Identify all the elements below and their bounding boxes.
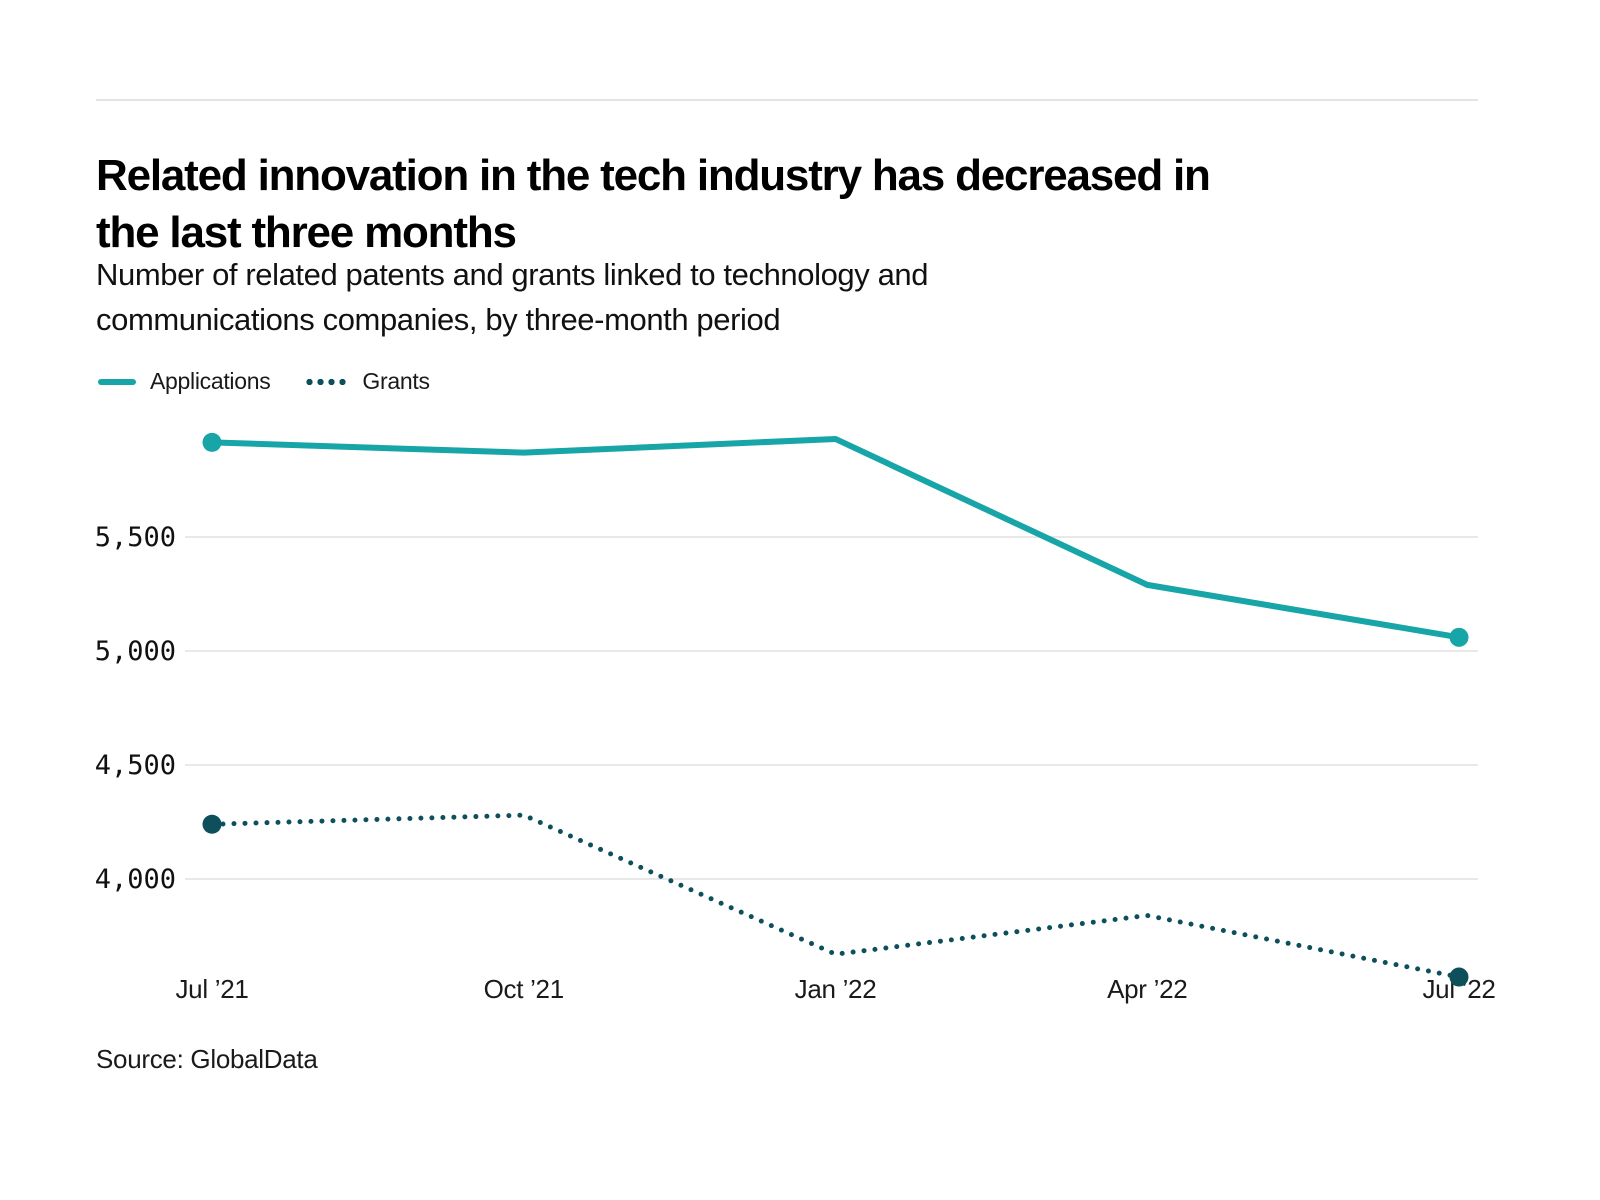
- legend-item-applications: Applications: [98, 368, 271, 395]
- applications-endpoint-dot: [1449, 627, 1469, 647]
- x-axis-tick-label: Apr ’22: [1107, 974, 1187, 1004]
- y-axis-tick-label: 4,500: [95, 750, 176, 781]
- page-subtitle-line-2: communications companies, by three-month…: [96, 302, 781, 337]
- chart-legend: Applications Grants: [98, 368, 430, 395]
- applications-endpoint-dot: [202, 432, 222, 452]
- line-chart: 5,500 5,000 4,500 4,000 Jul ’21 Oct ’21 Jan ’2…: [95, 432, 1496, 1004]
- x-axis-tick-label: Oct ’21: [484, 974, 564, 1004]
- page-subtitle: Number of related patents and grants lin…: [96, 252, 1496, 342]
- source-note: Source: GlobalData: [96, 1044, 318, 1074]
- y-axis-tick-label: 4,000: [95, 864, 176, 895]
- x-axis-tick-label: Jul ’21: [175, 974, 248, 1004]
- grants-dotted-line-swatch-icon: [304, 378, 349, 385]
- top-rule: [96, 99, 1478, 101]
- grants-line: [209, 812, 1462, 980]
- page-title: Related innovation in the tech industry …: [96, 147, 1496, 261]
- page-title-line-1: Related innovation in the tech industry …: [96, 151, 1211, 201]
- y-axis-tick-label: 5,500: [95, 522, 176, 553]
- legend-label-applications: Applications: [150, 368, 271, 394]
- legend-item-grants: Grants: [304, 368, 430, 395]
- page-title-line-2: the last three months: [96, 208, 517, 258]
- grants-endpoint-dot: [1449, 967, 1469, 987]
- y-axis-tick-label: 5,000: [95, 636, 176, 667]
- applications-line: [209, 435, 1462, 641]
- x-axis-tick-label: Jan ’22: [795, 974, 877, 1004]
- applications-line-swatch-icon: [98, 378, 136, 385]
- grants-endpoint-dot: [202, 814, 222, 834]
- legend-label-grants: Grants: [362, 368, 430, 394]
- page-subtitle-line-1: Number of related patents and grants lin…: [96, 257, 929, 292]
